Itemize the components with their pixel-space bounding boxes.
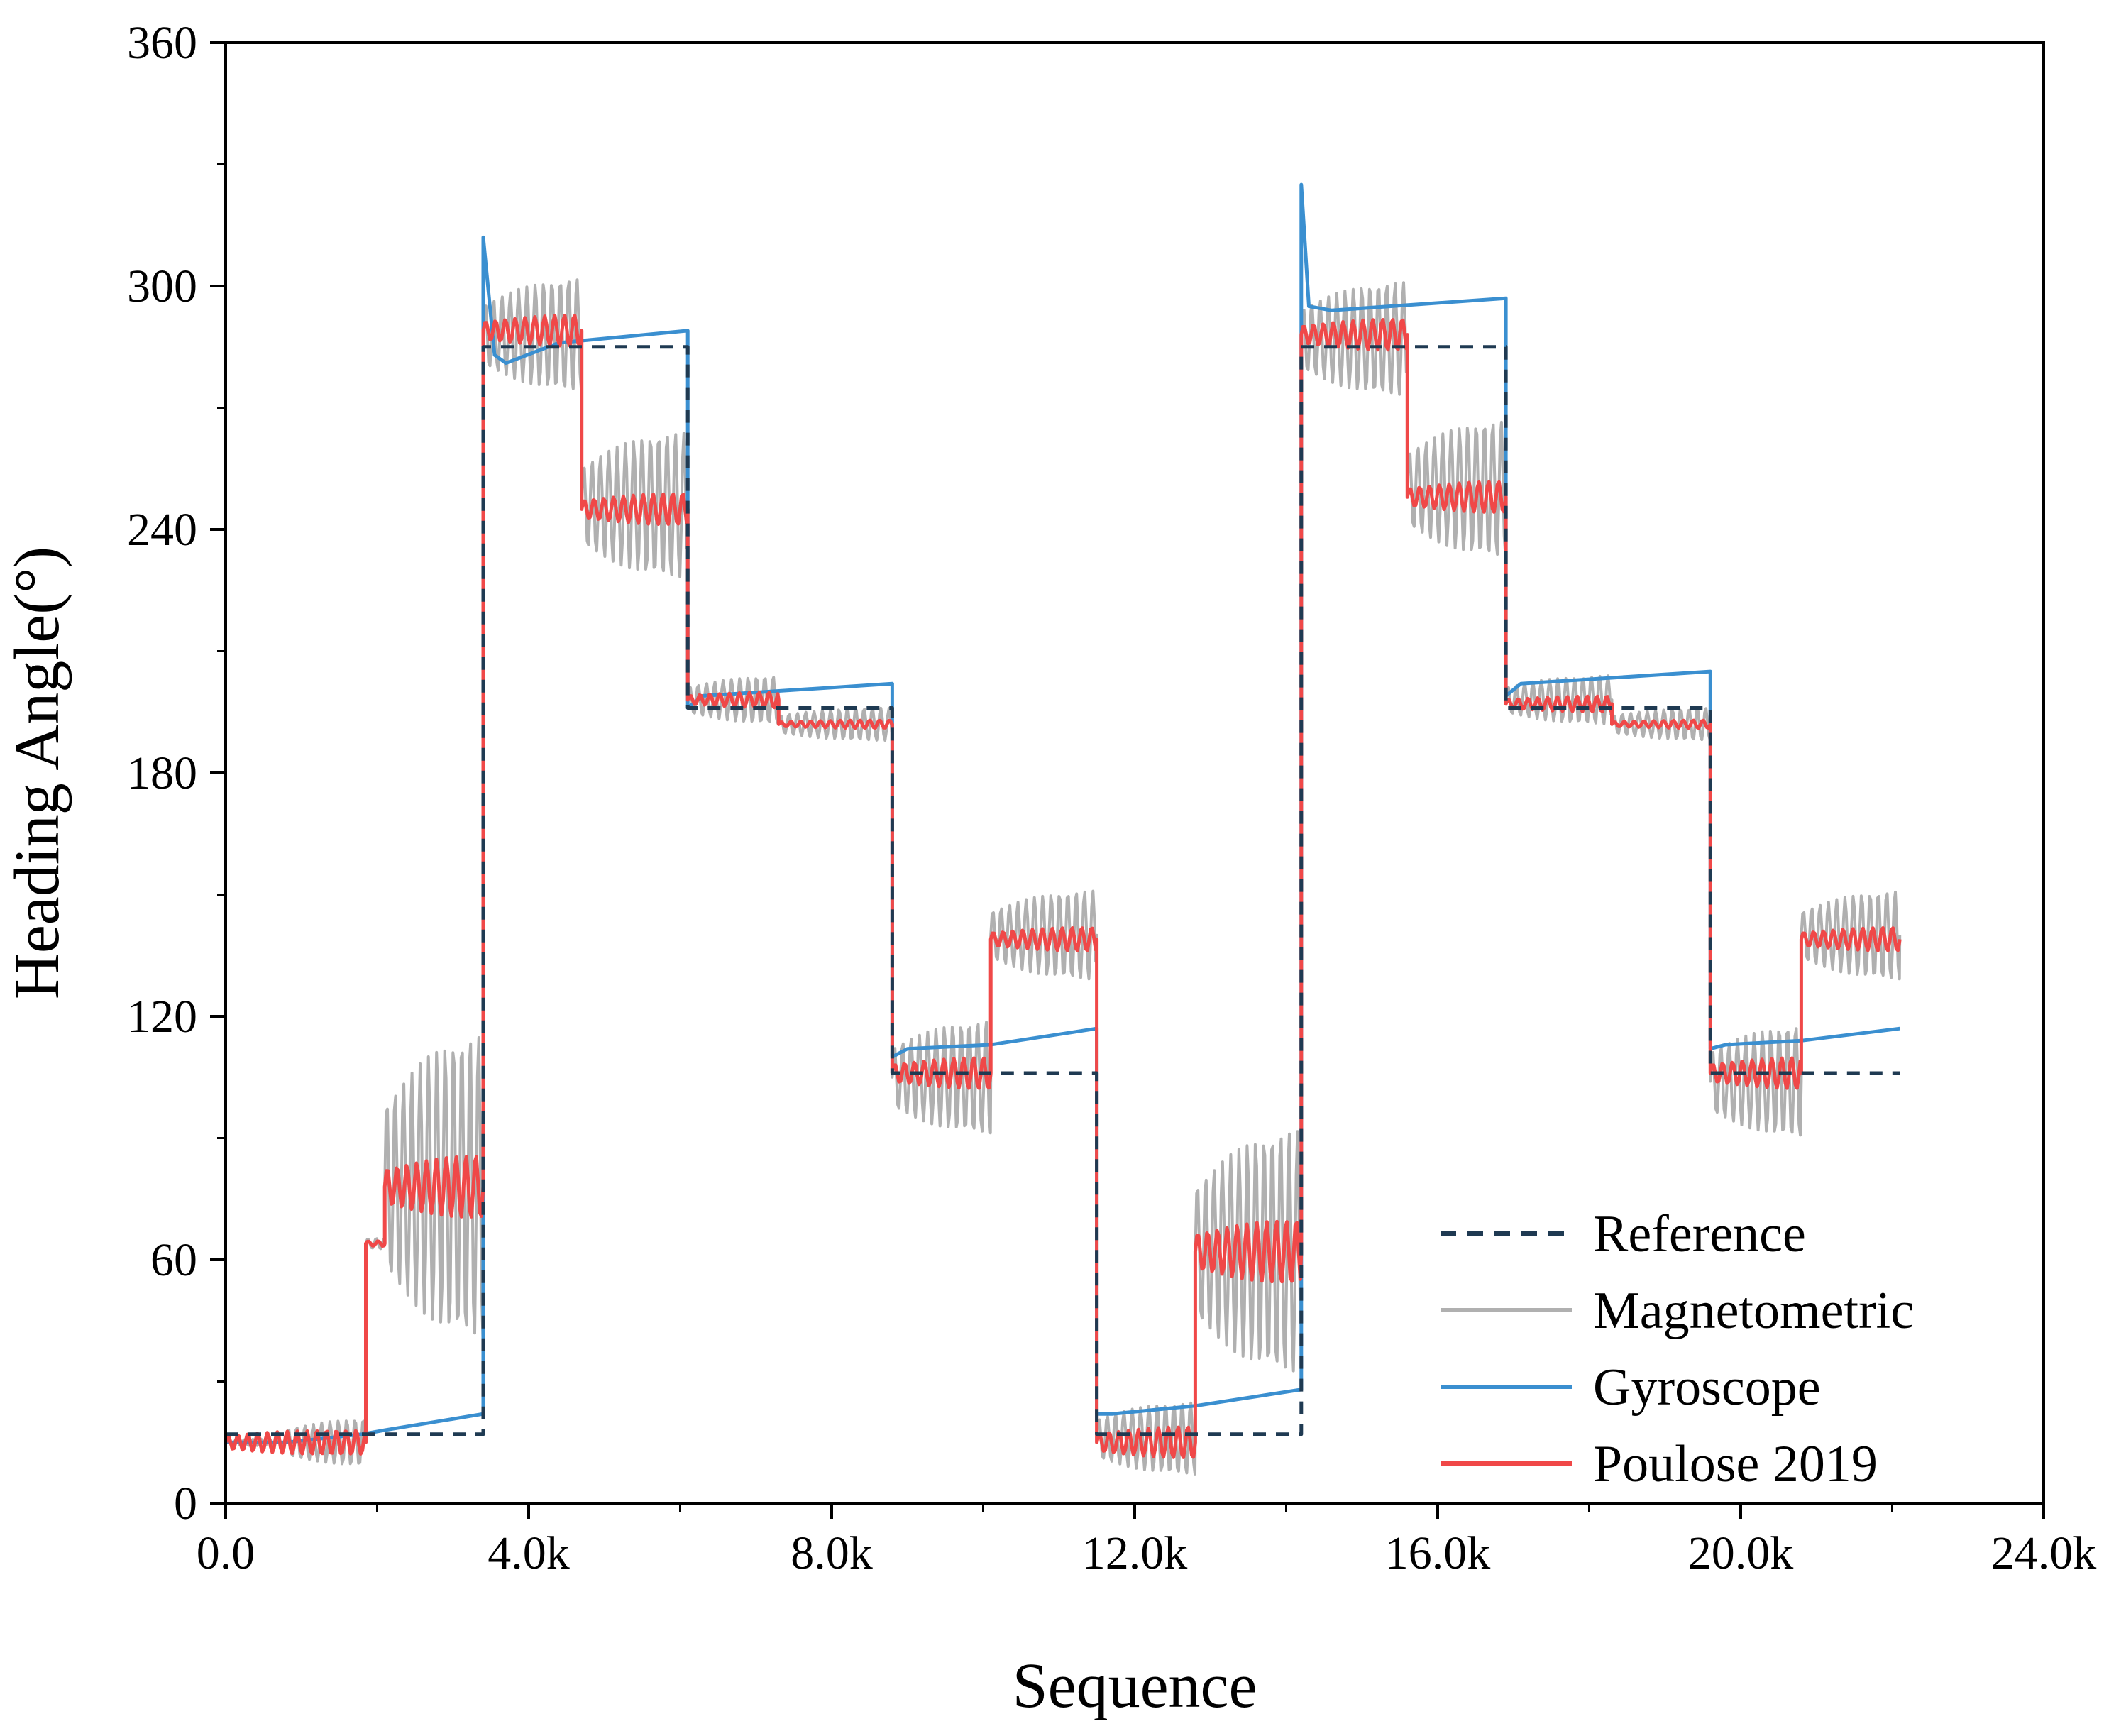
series-line-gyroscope: [226, 182, 1900, 1444]
y-tick-label: 180: [127, 747, 197, 799]
x-tick-label: 12.0k: [1082, 1527, 1188, 1579]
y-tick-label: 300: [127, 260, 197, 312]
y-tick-label: 360: [127, 17, 197, 69]
legend-label: Gyroscope: [1593, 1358, 1821, 1417]
y-tick-label: 120: [127, 991, 197, 1043]
x-tick-label: 4.0k: [488, 1527, 570, 1579]
series-line-poulose-2019: [224, 314, 1902, 1459]
series-layer: [224, 182, 1902, 1476]
legend-label: Poulose 2019: [1593, 1435, 1878, 1493]
legend-label: Magnetometric: [1593, 1282, 1914, 1340]
y-tick-label: 60: [150, 1234, 197, 1286]
y-axis-title: Heading Angle(°): [2, 546, 72, 999]
x-axis-title: Sequence: [1013, 1651, 1257, 1721]
x-tick-label: 24.0k: [1991, 1527, 2097, 1579]
x-tick-label: 20.0k: [1688, 1527, 1794, 1579]
x-tick-label: 16.0k: [1385, 1527, 1491, 1579]
x-tick-label: 8.0k: [791, 1527, 873, 1579]
legend: Reference Magnetometric Gyroscope Poulose 2…: [1441, 1205, 1914, 1493]
tick-layer: 0.0 4.0k 8.0k 12.0k 16.0k 20.0k 24.0k 0 60 120 180…: [127, 17, 2096, 1579]
y-tick-label: 0: [174, 1478, 197, 1529]
legend-label: Reference: [1593, 1205, 1806, 1263]
series-line-reference: [226, 345, 1900, 1436]
x-tick-label: 0.0: [197, 1527, 255, 1579]
y-tick-label: 240: [127, 504, 197, 556]
